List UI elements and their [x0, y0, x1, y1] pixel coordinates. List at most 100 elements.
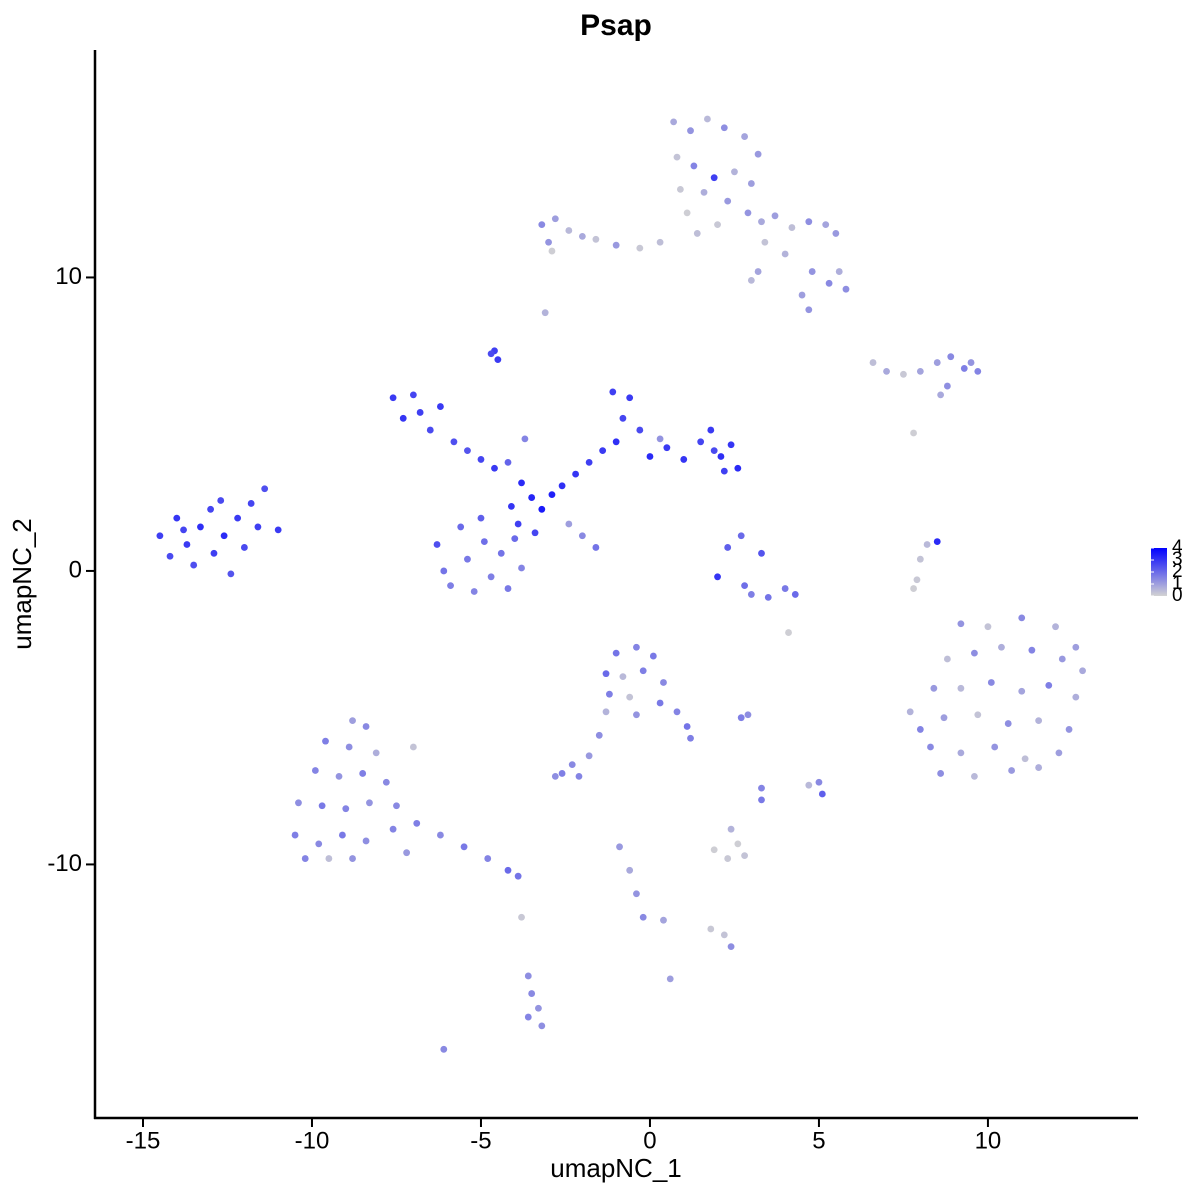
point: [1028, 646, 1036, 654]
point: [477, 514, 485, 522]
point: [984, 623, 992, 631]
point: [673, 708, 681, 716]
point: [254, 523, 262, 531]
point: [835, 268, 843, 275]
point: [295, 799, 302, 807]
point: [933, 359, 941, 366]
point: [491, 464, 498, 472]
point: [619, 673, 627, 680]
point: [687, 127, 694, 135]
point: [487, 350, 495, 358]
point: [741, 582, 748, 590]
point: [1055, 749, 1063, 757]
point: [599, 447, 607, 455]
x-axis-label: umapNC_1: [550, 1153, 682, 1183]
point: [514, 872, 522, 880]
point: [595, 731, 603, 739]
point: [514, 520, 522, 528]
point: [805, 781, 813, 789]
point: [626, 394, 634, 402]
point: [822, 221, 830, 229]
point: [197, 523, 204, 531]
point: [967, 359, 975, 366]
point: [744, 209, 752, 217]
point: [575, 772, 583, 780]
point: [616, 843, 623, 851]
point: [551, 215, 559, 223]
point: [1018, 614, 1026, 622]
point: [758, 218, 765, 226]
point: [741, 852, 748, 860]
point: [633, 643, 640, 651]
point: [747, 276, 755, 284]
point: [700, 188, 708, 196]
point: [497, 549, 505, 557]
point: [409, 743, 417, 751]
x-tick-label: -10: [295, 1127, 330, 1154]
point: [771, 212, 779, 220]
y-tick-label: 0: [69, 556, 82, 583]
point: [585, 458, 593, 466]
point: [572, 470, 580, 478]
point: [528, 494, 536, 501]
point: [156, 532, 164, 540]
point: [494, 356, 502, 364]
point: [656, 435, 664, 443]
point: [450, 438, 458, 446]
point: [440, 567, 448, 575]
point: [433, 541, 441, 548]
point: [207, 505, 214, 513]
point: [670, 118, 678, 126]
point: [704, 115, 711, 123]
point: [464, 447, 471, 455]
point: [633, 711, 640, 719]
point: [447, 582, 454, 590]
point: [484, 855, 492, 862]
point: [737, 714, 745, 722]
point: [528, 990, 536, 997]
point: [933, 538, 941, 545]
point: [764, 593, 772, 601]
point: [578, 232, 586, 240]
point: [927, 743, 934, 751]
point: [940, 714, 948, 722]
point: [626, 866, 634, 874]
point: [1035, 717, 1043, 725]
point: [1058, 655, 1066, 663]
point: [612, 438, 620, 446]
point: [183, 541, 191, 548]
point: [781, 585, 789, 592]
point: [538, 1022, 546, 1030]
point: [1052, 623, 1059, 631]
x-tick-label: -15: [126, 1127, 161, 1154]
point: [636, 426, 644, 434]
y-axis-label: umapNC_2: [7, 518, 37, 650]
point: [1008, 767, 1015, 774]
point: [666, 975, 674, 983]
point: [551, 772, 559, 780]
point: [707, 925, 715, 933]
point: [565, 520, 573, 528]
point: [710, 447, 718, 455]
point: [521, 435, 529, 443]
point: [315, 840, 323, 848]
point: [518, 913, 525, 921]
point: [592, 544, 600, 551]
point: [217, 497, 225, 504]
y-tick-label: 10: [55, 263, 82, 290]
point: [957, 749, 965, 757]
point: [754, 268, 762, 275]
point: [710, 846, 718, 854]
point: [372, 749, 380, 757]
point: [710, 174, 718, 182]
y-tick-label: -10: [47, 850, 82, 877]
point: [507, 502, 515, 510]
point: [690, 162, 698, 170]
point: [180, 526, 187, 534]
point: [957, 620, 965, 628]
point: [1072, 693, 1080, 701]
point: [676, 186, 684, 193]
point: [683, 209, 691, 217]
point: [971, 772, 978, 780]
point: [1035, 764, 1043, 771]
